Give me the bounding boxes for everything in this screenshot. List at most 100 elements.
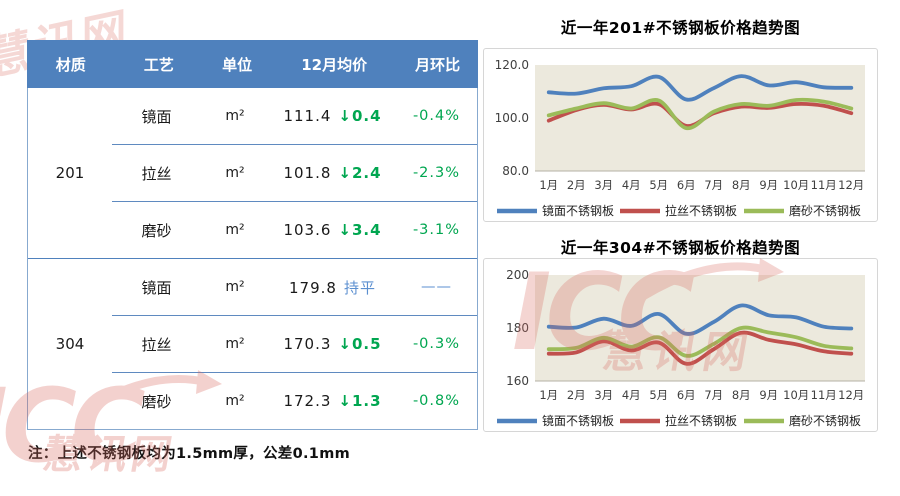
price-cell: 111.4 ↓0.4 [269, 107, 396, 125]
y-tick-label: 100.0 [495, 111, 529, 125]
table-body: 201 镜面 m² 111.4 ↓0.4 -0.4% 拉丝 m² 101.8 ↓2.4 -2.3% 磨… [28, 88, 477, 429]
process-rows: 镜面 m² 111.4 ↓0.4 -0.4% 拉丝 m² 101.8 ↓2.4 -2.3% 磨砂 m²… [112, 88, 477, 258]
legend-label: 磨砂不锈钢板 [789, 204, 861, 218]
table-note: 注：上述不锈钢板均为1.5mm厚，公差0.1mm [28, 446, 351, 462]
line-chart-201: 120.0 100.0 80.0 1月 2月 3月 4月 5月 6月 7月 8月 9月 10月 11月 12… [495, 58, 865, 218]
mom-cell: -2.3% [412, 165, 461, 181]
price-change-badge: ↓3.4 [338, 221, 382, 239]
table-row: 磨砂 m² 103.6 ↓3.4 -3.1% [112, 201, 477, 258]
price-cell: 170.3 ↓0.5 [269, 335, 396, 353]
x-tick-label: 3月 [594, 178, 613, 192]
price-cell: 179.8 持平 [269, 277, 396, 298]
table-row: 拉丝 m² 101.8 ↓2.4 -2.3% [112, 144, 477, 201]
price-change-badge: ↓2.4 [338, 164, 382, 182]
price-value: 172.3 [283, 392, 332, 410]
chart-title-304: 近一年304#不锈钢板价格趋势图 [560, 239, 801, 257]
unit-cell: m² [225, 336, 245, 352]
plot-area [535, 65, 865, 171]
mom-cell: -0.3% [412, 336, 461, 352]
price-cell: 172.3 ↓1.3 [269, 392, 396, 410]
price-change-badge: ↓1.3 [338, 392, 382, 410]
x-tick-label: 1月 [539, 388, 558, 402]
x-tick-label: 12月 [838, 178, 864, 192]
x-tick-label: 8月 [732, 178, 751, 192]
table-row: 镜面 m² 179.8 持平 —— [112, 259, 477, 315]
price-cell: 101.8 ↓2.4 [269, 164, 396, 182]
y-tick-label: 160 [506, 374, 529, 388]
price-value: 179.8 [289, 278, 337, 297]
price-value: 103.6 [283, 221, 332, 239]
y-tick-label: 80.0 [502, 164, 529, 178]
table-header: 材质 工艺 单位 12月均价 月环比 [27, 40, 478, 88]
chart-card-201: 120.0 100.0 80.0 1月 2月 3月 4月 5月 6月 7月 8月 9月 10月 11月 12… [483, 48, 878, 222]
mom-cell: -3.1% [412, 222, 461, 238]
x-tick-label: 1月 [539, 178, 558, 192]
x-tick-label: 8月 [732, 388, 751, 402]
x-tick-label: 5月 [649, 178, 668, 192]
x-tick-label: 11月 [811, 178, 837, 192]
mom-cell: -0.4% [412, 108, 461, 124]
x-tick-label: 9月 [759, 178, 778, 192]
x-tick-label: 4月 [622, 178, 641, 192]
legend-label: 磨砂不锈钢板 [789, 414, 861, 428]
y-tick-label: 120.0 [495, 58, 529, 72]
unit-cell: m² [225, 222, 245, 238]
price-cell: 103.6 ↓3.4 [269, 221, 396, 239]
price-change-badge: ↓0.5 [338, 335, 382, 353]
header-cell: 材质 [55, 55, 86, 74]
process-cell: 拉丝 [141, 164, 172, 183]
series-line-拉丝不锈钢板 [546, 330, 854, 366]
chart-card-304: 200 180 160 1月 2月 3月 4月 5月 6月 7月 8月 9月 10月 11月 12月 镜面不锈… [483, 258, 878, 432]
x-tick-label: 9月 [759, 388, 778, 402]
unit-cell: m² [225, 108, 245, 124]
x-tick-label: 10月 [783, 178, 809, 192]
unit-cell: m² [225, 393, 245, 409]
x-tick-label: 7月 [704, 388, 723, 402]
x-tick-label: 2月 [567, 388, 586, 402]
legend-label: 镜面不锈钢板 [542, 203, 614, 218]
chart-title-201: 近一年201#不锈钢板价格趋势图 [560, 19, 801, 37]
unit-cell: m² [225, 165, 245, 181]
process-rows: 镜面 m² 179.8 持平 —— 拉丝 m² 170.3 ↓0.5 -0.3% 磨砂 m² 172.3… [112, 259, 477, 429]
price-value: 101.8 [283, 164, 332, 182]
series-line-镜面不锈钢板 [546, 74, 854, 102]
header-cell: 12月均价 [301, 55, 368, 74]
material-cell: 304 [55, 335, 85, 353]
table-row: 镜面 m² 111.4 ↓0.4 -0.4% [112, 88, 477, 144]
header-cell: 工艺 [143, 55, 174, 74]
process-cell: 镜面 [141, 107, 172, 126]
legend-label: 镜面不锈钢板 [542, 413, 614, 428]
material-group-201: 201 镜面 m² 111.4 ↓0.4 -0.4% 拉丝 m² 101.8 ↓2.4 -2.3% 磨… [28, 88, 477, 259]
price-table: 材质 工艺 单位 12月均价 月环比 201 镜面 m² 111.4 ↓0.4 -0.4% 拉丝 m²… [27, 40, 478, 430]
price-change-badge: 持平 [343, 278, 376, 297]
x-tick-label: 6月 [677, 388, 696, 402]
process-cell: 镜面 [141, 278, 172, 297]
x-tick-label: 4月 [622, 388, 641, 402]
mom-cell: -0.8% [412, 393, 461, 409]
process-cell: 磨砂 [141, 221, 172, 240]
table-row: 拉丝 m² 170.3 ↓0.5 -0.3% [112, 315, 477, 372]
x-tick-label: 7月 [704, 178, 723, 192]
x-tick-label: 2月 [567, 178, 586, 192]
material-cell: 201 [55, 164, 85, 182]
price-value: 111.4 [283, 107, 332, 125]
price-value: 170.3 [283, 335, 332, 353]
header-cell: 单位 [222, 55, 253, 74]
legend-label: 拉丝不锈钢板 [665, 413, 737, 428]
x-tick-label: 10月 [783, 388, 809, 402]
price-change-badge: ↓0.4 [338, 107, 382, 125]
legend-label: 拉丝不锈钢板 [665, 203, 737, 218]
process-cell: 拉丝 [141, 335, 172, 354]
y-tick-label: 180 [506, 321, 529, 335]
series-line-镜面不锈钢板 [546, 303, 854, 336]
mom-cell: —— [421, 279, 452, 295]
process-cell: 磨砂 [141, 392, 172, 411]
x-tick-label: 11月 [811, 388, 837, 402]
x-tick-label: 12月 [838, 388, 864, 402]
line-chart-304: 200 180 160 1月 2月 3月 4月 5月 6月 7月 8月 9月 10月 11月 12月镜面不锈… [497, 268, 865, 428]
y-tick-label: 200 [506, 268, 529, 282]
table-row: 磨砂 m² 172.3 ↓1.3 -0.8% [112, 372, 477, 429]
series-line-磨砂不锈钢板 [546, 325, 854, 358]
x-tick-label: 3月 [594, 388, 613, 402]
series-line-磨砂不锈钢板 [546, 97, 854, 131]
